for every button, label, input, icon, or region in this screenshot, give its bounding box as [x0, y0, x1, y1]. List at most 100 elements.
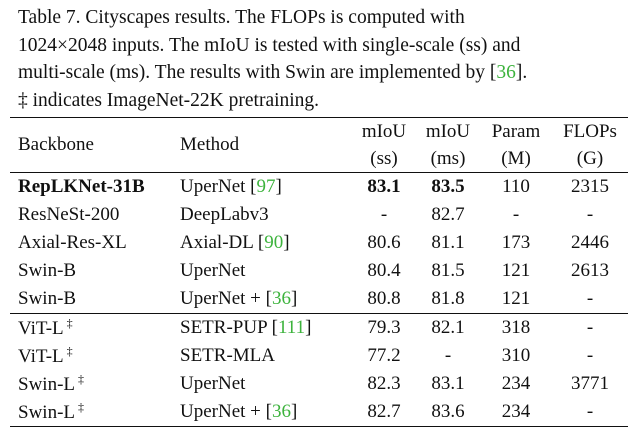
backbone-name: RepLKNet-31B	[18, 176, 145, 197]
method-name: UperNet + [	[180, 288, 272, 309]
cell-backbone: Axial-Res-XL	[10, 229, 180, 257]
pretrain-dagger-mark: ‡	[66, 316, 73, 330]
cell-miou-ss: 77.2	[367, 345, 401, 366]
backbone-name: ResNeSt-200	[18, 204, 120, 225]
method-name: UperNet [	[180, 176, 257, 197]
cell-backbone: ViT-L ‡	[10, 314, 180, 343]
cell-miou-ss: 80.4	[367, 260, 401, 281]
cell-miou-ss: 83.1	[367, 176, 401, 197]
pretrain-dagger-mark: ‡	[78, 400, 84, 414]
cell-param: 234	[501, 401, 531, 422]
caption-line-3-text: multi-scale (ms). The results with Swin …	[18, 62, 497, 83]
cell-method: UperNet	[180, 257, 352, 285]
cell-method: SETR-PUP [111]	[180, 314, 352, 343]
cell-param: 318	[501, 317, 531, 338]
cell-miou-ms: 82.1	[431, 317, 465, 338]
pretrain-dagger-mark: ‡	[66, 344, 73, 358]
cell-backbone: Swin-B	[10, 257, 180, 285]
cell-flops: 2315	[571, 176, 609, 197]
cell-miou-ss: 82.7	[367, 401, 401, 422]
cell-miou-ms: 83.6	[431, 401, 465, 422]
table-row: Axial-Res-XL Axial-DL [90] 80.6 81.1 173 2446	[10, 229, 628, 257]
table-row: ResNeSt-200 DeepLabv3 - 82.7 - -	[10, 201, 628, 229]
method-name: DeepLabv3	[180, 204, 269, 225]
cell-method: UperNet + [36]	[180, 285, 352, 314]
cell-backbone: Swin-L ‡	[10, 370, 180, 398]
table-row: Swin-L ‡ UperNet + [36] 82.7 83.6 234-	[10, 398, 628, 427]
header-backbone: Backbone	[18, 134, 94, 155]
cell-param: 173	[501, 232, 531, 253]
method-name: UperNet + [	[180, 401, 272, 422]
citation-link[interactable]: 36	[271, 401, 291, 422]
cell-backbone: ResNeSt-200	[10, 201, 180, 229]
cell-miou-ms: 82.7	[431, 204, 465, 225]
cell-miou-ms: -	[444, 345, 452, 366]
table-row: ViT-L ‡ SETR-PUP [111] 79.3 82.1 318-	[10, 314, 628, 343]
cell-param: 110	[502, 176, 530, 197]
caption-line-4: ‡ indicates ImageNet-22K pretraining.	[18, 89, 320, 111]
caption-line-2: 1024×2048 inputs. The mIoU is tested wit…	[18, 34, 521, 56]
method-name: UperNet	[180, 373, 246, 394]
method-bracket-end: ]	[283, 232, 290, 253]
cell-flops: 2446	[571, 232, 609, 253]
method-name: SETR-MLA	[180, 345, 275, 366]
cell-miou-ms: 81.8	[431, 288, 465, 309]
results-table: Backbone Method mIoU mIoU Param FLOPs (s…	[10, 117, 628, 427]
cell-method: UperNet	[180, 370, 352, 398]
header-ss-unit: (ss)	[370, 147, 398, 169]
cell-backbone: ViT-L ‡	[10, 342, 180, 370]
cell-miou-ms: 81.1	[431, 232, 465, 253]
cell-method: UperNet [97]	[180, 173, 352, 202]
citation-link[interactable]: 97	[256, 176, 276, 197]
cell-flops: 3771	[571, 373, 609, 394]
cell-backbone: Swin-L ‡	[10, 398, 180, 427]
backbone-name: Swin-L	[18, 402, 75, 423]
cell-miou-ss: 80.8	[367, 288, 401, 309]
cell-param: 234	[501, 373, 531, 394]
citation-link[interactable]: 36	[496, 62, 516, 83]
backbone-name: ViT-L	[18, 318, 64, 339]
header-miou-ss: mIoU	[361, 120, 407, 142]
cell-method: SETR-MLA	[180, 342, 352, 370]
backbone-name: ViT-L	[18, 346, 64, 367]
cell-param: -	[512, 204, 520, 225]
table-row: ViT-L ‡ SETR-MLA 77.2-310-	[10, 342, 628, 370]
method-name: Axial-DL [	[180, 232, 265, 253]
table-row: Swin-B UperNet + [36] 80.8 81.8 121 -	[10, 285, 628, 314]
method-bracket-end: ]	[305, 317, 312, 338]
method-name: UperNet	[180, 260, 246, 281]
header-miou-ms: mIoU	[425, 120, 471, 142]
citation-link[interactable]: 90	[264, 232, 284, 253]
citation-link[interactable]: 111	[278, 317, 306, 338]
backbone-name: Swin-B	[18, 288, 77, 309]
cell-method: Axial-DL [90]	[180, 229, 352, 257]
cell-miou-ms: 83.1	[431, 373, 465, 394]
method-bracket-end: ]	[275, 176, 282, 197]
cell-flops: -	[586, 288, 594, 309]
header-param: Param	[491, 120, 541, 142]
cell-param: 310	[501, 345, 531, 366]
cell-backbone: Swin-B	[10, 285, 180, 314]
table-row: Swin-L ‡ UperNet 82.3 83.1 234 3771	[10, 370, 628, 398]
cell-flops: -	[586, 317, 594, 338]
header-flops: FLOPs	[563, 120, 617, 142]
method-bracket-end: ]	[290, 288, 298, 309]
cell-miou-ss: 82.3	[367, 373, 401, 394]
backbone-name: Axial-Res-XL	[18, 232, 127, 253]
cell-miou-ss: 79.3	[367, 317, 401, 338]
cell-method: DeepLabv3	[180, 201, 352, 229]
header-row-top: Backbone Method mIoU mIoU Param FLOPs	[10, 117, 628, 155]
cell-method: UperNet + [36]	[180, 398, 352, 427]
caption-line-3-end: ].	[515, 62, 528, 83]
method-bracket-end: ]	[290, 401, 298, 422]
cell-param: 121	[501, 288, 531, 309]
cell-flops: -	[586, 345, 594, 366]
backbone-name: Swin-B	[18, 260, 77, 281]
caption-line-1: Table 7. Cityscapes results. The FLOPs i…	[18, 7, 465, 28]
cell-param: 121	[501, 260, 531, 281]
citation-link[interactable]: 36	[271, 288, 291, 309]
cell-miou-ms: 83.5	[431, 176, 465, 197]
header-ms-unit: (ms)	[430, 147, 466, 169]
backbone-name: Swin-L	[18, 374, 75, 395]
cell-miou-ss: 80.6	[367, 232, 401, 253]
